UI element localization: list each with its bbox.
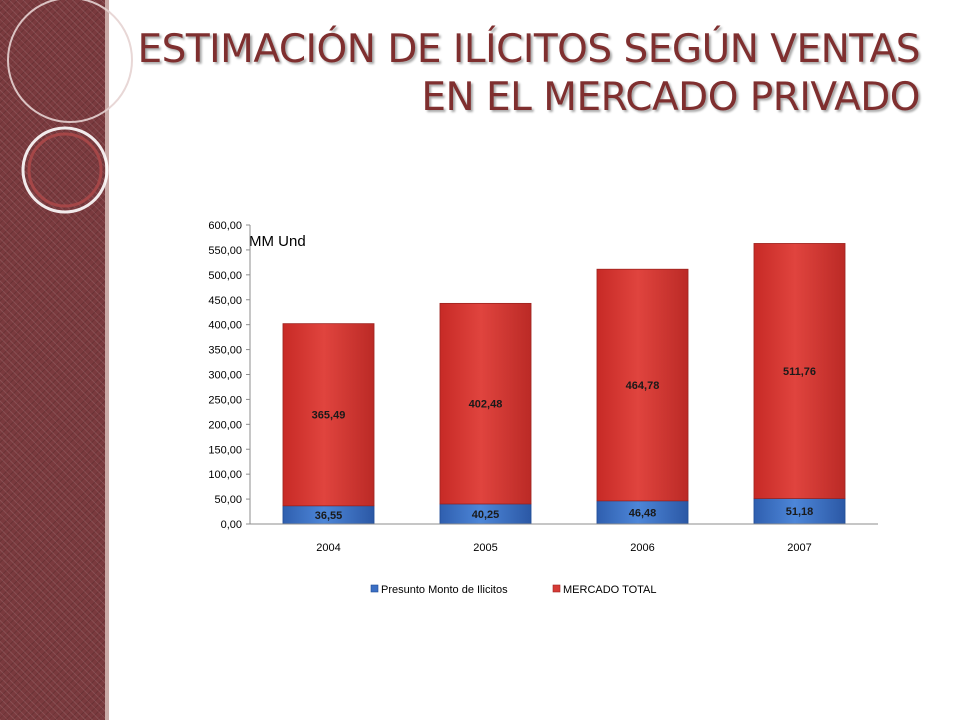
data-label: 402,48 [469, 399, 503, 411]
sidebar-edge [105, 0, 109, 720]
y-tick-label: 550,00 [208, 245, 242, 257]
y-tick-label: 350,00 [208, 345, 242, 357]
y-tick-label: 400,00 [208, 320, 242, 332]
unit-label: MM Und [249, 233, 306, 250]
data-label: 36,55 [315, 510, 343, 522]
y-tick-label: 150,00 [208, 444, 242, 456]
y-tick-label: 200,00 [208, 419, 242, 431]
y-tick-label: 0,00 [221, 519, 242, 531]
data-label: 46,48 [629, 507, 657, 519]
legend-swatch [552, 584, 561, 593]
slide-title-line-1: ESTIMACIÓN DE ILÍCITOS SEGÚN VENTAS [137, 27, 920, 72]
y-tick-label: 500,00 [208, 270, 242, 282]
y-tick-label: 50,00 [214, 494, 242, 506]
slide-title: ESTIMACIÓN DE ILÍCITOS SEGÚN VENTAS EN E… [120, 26, 920, 122]
x-tick-label: 2007 [787, 542, 811, 554]
ring-inner [27, 132, 103, 208]
data-label: 365,49 [312, 410, 346, 422]
stacked-bar-chart: MM Und 0,00 50,00 100,00 150,00 200,00 250,00… [208, 220, 878, 596]
bar-segment [753, 498, 846, 525]
y-tick-label: 450,00 [208, 295, 242, 307]
slide-title-line-2: EN EL MERCADO PRIVADO [421, 75, 920, 120]
data-label: 51,18 [786, 506, 814, 518]
y-tick-label: 300,00 [208, 370, 242, 382]
y-tick-label: 250,00 [208, 394, 242, 406]
data-label: 40,25 [472, 509, 500, 521]
bar-segment [596, 268, 689, 502]
y-axis: 0,00 50,00 100,00 150,00 200,00 250,00 300,00 3… [208, 220, 251, 531]
y-tick-label: 600,00 [208, 220, 242, 232]
x-tick-label: 2005 [473, 542, 497, 554]
bar-segment [439, 302, 532, 505]
y-tick-label: 100,00 [208, 469, 242, 481]
bar-segment [753, 243, 846, 499]
bars: 36,55 365,49 40,25 402,48 46,48 464,78 51,18 51… [282, 243, 846, 525]
legend: Presunto Monto de Ilicitos MERCADO TOTAL [370, 584, 657, 596]
x-axis: 2004 2005 2006 2007 [250, 523, 878, 554]
decorative-rings [7, 0, 133, 214]
x-tick-label: 2006 [630, 542, 654, 554]
data-label: 464,78 [626, 380, 660, 392]
bar-segment [282, 323, 375, 507]
legend-label: Presunto Monto de Ilicitos [381, 584, 508, 596]
ring-medium [21, 126, 109, 214]
legend-swatch [370, 584, 379, 593]
x-tick-label: 2004 [316, 542, 340, 554]
legend-label: MERCADO TOTAL [563, 584, 657, 596]
data-label: 511,76 [783, 366, 816, 378]
ring-large [7, 0, 133, 123]
